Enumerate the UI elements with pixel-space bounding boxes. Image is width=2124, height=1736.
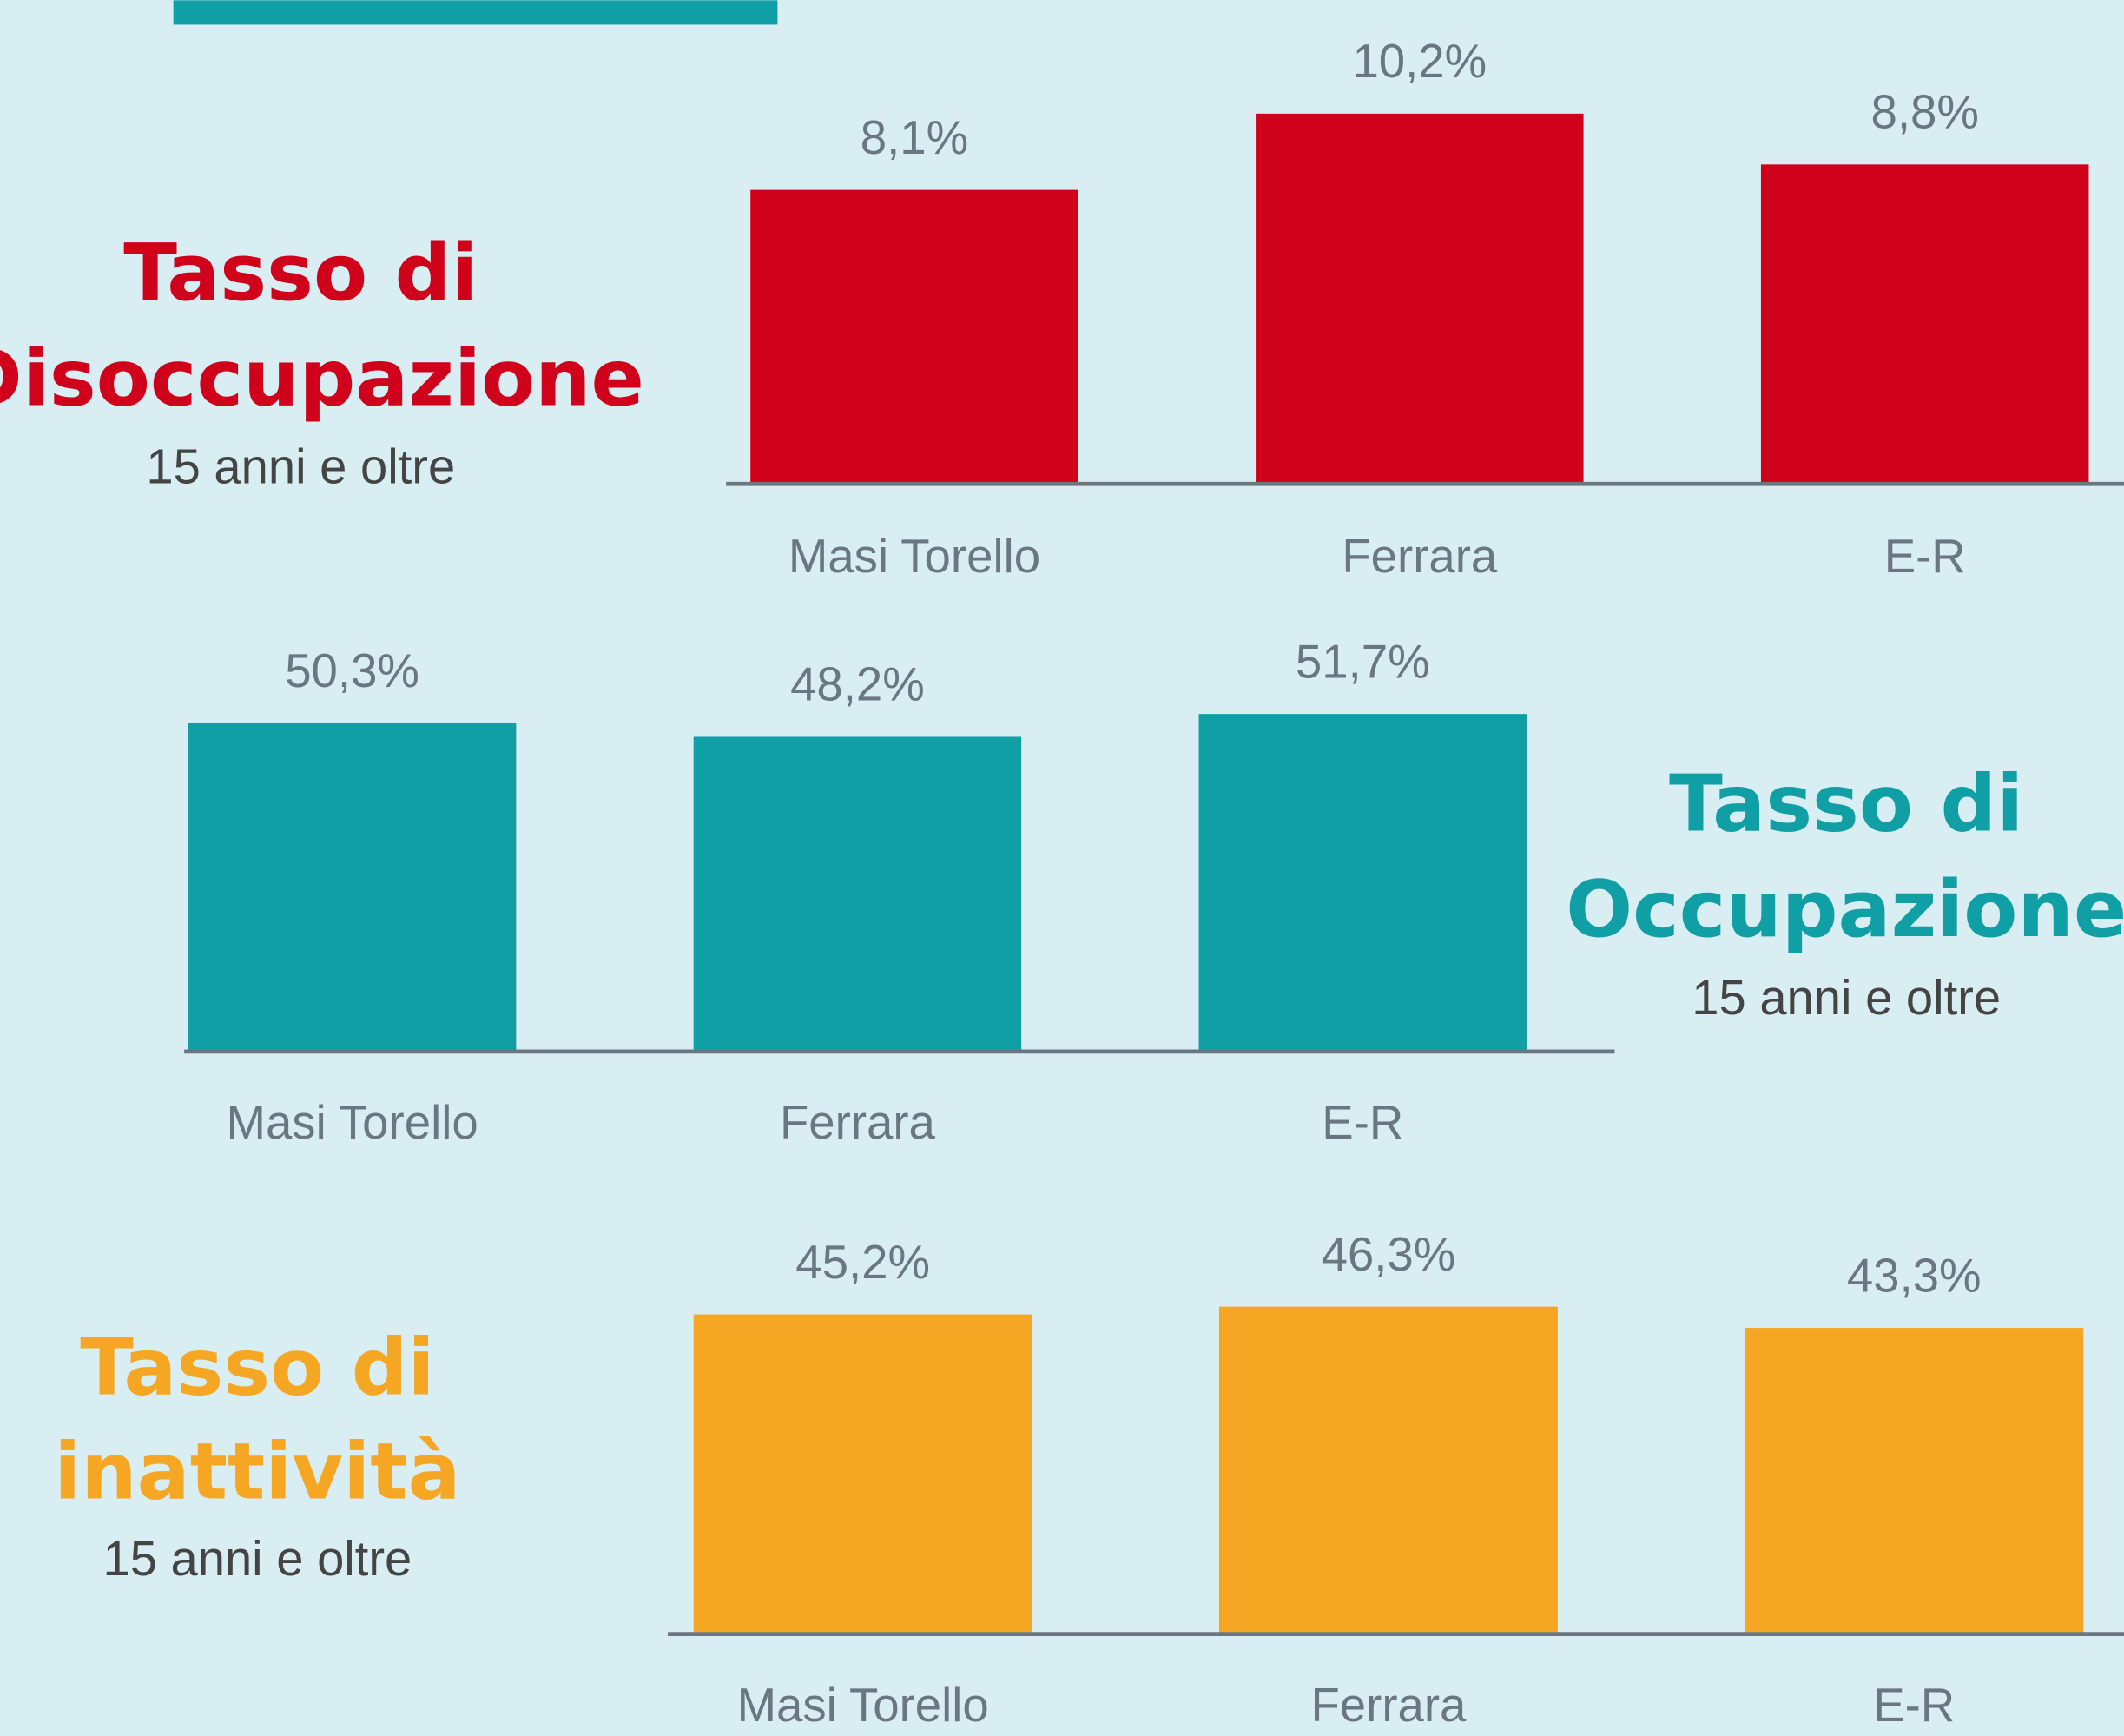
value-label: 48,2% xyxy=(790,658,925,711)
value-label: 46,3% xyxy=(1322,1228,1456,1281)
category-label: Masi Torello xyxy=(226,1096,478,1149)
value-label: 10,2% xyxy=(1352,35,1487,88)
category-label: E-R xyxy=(1884,530,1966,583)
chart-title: Occupazione xyxy=(1566,864,2124,955)
chart-title: inattività xyxy=(54,1427,460,1518)
category-label: Ferrara xyxy=(1310,1679,1467,1732)
bar xyxy=(188,723,517,1052)
top-banner xyxy=(173,0,778,25)
value-label: 8,8% xyxy=(1870,86,1978,139)
category-label: Masi Torello xyxy=(788,530,1040,583)
chart-title: Tasso di xyxy=(80,1322,434,1413)
bar xyxy=(693,1314,1032,1634)
value-label: 8,1% xyxy=(861,111,968,164)
value-label: 51,7% xyxy=(1296,635,1430,688)
bar xyxy=(1745,1328,2084,1634)
chart-subtitle: 15 anni e oltre xyxy=(1692,970,2001,1025)
value-label: 45,2% xyxy=(795,1236,930,1289)
bar xyxy=(1256,113,1584,485)
bar xyxy=(1198,714,1527,1052)
category-label: Masi Torello xyxy=(737,1679,989,1732)
value-label: 50,3% xyxy=(285,644,419,697)
category-label: Ferrara xyxy=(1342,530,1498,583)
bar xyxy=(1760,164,2089,485)
bar xyxy=(750,189,1078,485)
chart-title: Tasso di xyxy=(123,228,478,319)
category-label: E-R xyxy=(1873,1679,1955,1732)
category-label: E-R xyxy=(1322,1096,1403,1149)
chart-subtitle: 15 anni e oltre xyxy=(146,439,455,493)
chart-title: Tasso di xyxy=(1669,759,2023,850)
chart-title: Disoccupazione xyxy=(0,333,644,425)
chart-subtitle: 15 anni e oltre xyxy=(102,1531,412,1586)
value-label: 43,3% xyxy=(1847,1249,1982,1302)
bar xyxy=(693,736,1022,1052)
bar xyxy=(1218,1306,1558,1634)
category-label: Ferrara xyxy=(780,1096,936,1149)
